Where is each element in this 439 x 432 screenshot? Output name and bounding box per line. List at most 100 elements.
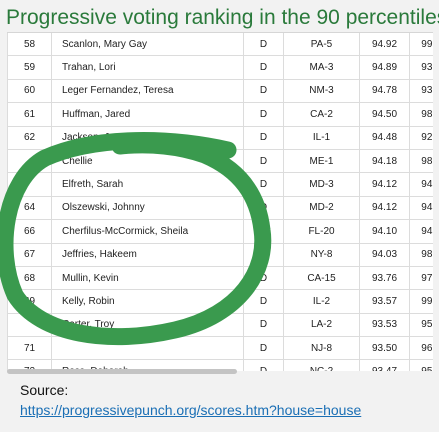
rank-cell: 60: [7, 79, 52, 104]
district-cell: NC-2: [283, 359, 360, 371]
district-cell: NY-8: [283, 243, 360, 267]
lifetime-score-cell: 93.0: [409, 79, 433, 104]
rank-cell: 69: [7, 289, 52, 314]
score-cell: 94.92: [359, 33, 410, 57]
name-cell: Elfreth, Sarah: [51, 172, 244, 197]
rank-cell: 66: [7, 219, 52, 244]
rank-cell: [7, 313, 52, 338]
party-cell: D: [243, 266, 284, 291]
rank-cell: 68: [7, 266, 52, 291]
party-cell: D: [243, 149, 284, 174]
district-cell: MD-3: [283, 172, 360, 197]
rank-cell: 71: [7, 336, 52, 361]
rank-cell: 62: [7, 126, 52, 150]
table-row: 66 Cherfilus-McCormick, Sheila D FL-20 94.10…: [7, 219, 433, 244]
lifetime-score-cell: 99.1: [409, 289, 433, 314]
rank-cell: 64: [7, 196, 52, 221]
name-cell: Chellie: [51, 149, 244, 174]
page-title: Progressive voting ranking in the 90 per…: [6, 6, 439, 29]
party-cell: D: [243, 79, 284, 104]
name-cell: Trahan, Lori: [51, 55, 244, 80]
party-cell: D: [243, 172, 284, 197]
score-cell: 94.48: [359, 126, 410, 150]
lifetime-score-cell: 97.2: [409, 266, 433, 291]
name-cell: Kelly, Robin: [51, 289, 244, 314]
score-cell: 94.89: [359, 55, 410, 80]
district-cell: IL-1: [283, 126, 360, 150]
district-cell: NM-3: [283, 79, 360, 104]
table-row: 72Ross, DeborahDNC-293.4795.8: [7, 359, 433, 371]
party-cell: D: [243, 336, 284, 361]
party-cell: D: [243, 219, 284, 244]
rank-cell: [7, 172, 52, 197]
rank-cell: [7, 149, 52, 174]
district-cell: LA-2: [283, 313, 360, 338]
name-cell: Huffman, Jared: [51, 102, 244, 127]
score-cell: 94.12: [359, 196, 410, 221]
lifetime-score-cell: 95.8: [409, 359, 433, 371]
lifetime-score-cell: 94.1: [409, 196, 433, 221]
score-cell: 93.50: [359, 336, 410, 361]
lifetime-score-cell: 99.1: [409, 33, 433, 57]
score-cell: 93.76: [359, 266, 410, 291]
score-cell: 94.10: [359, 219, 410, 244]
district-cell: FL-20: [283, 219, 360, 244]
source-link[interactable]: https://progressivepunch.org/scores.htm?…: [20, 402, 362, 418]
score-cell: 93.57: [359, 289, 410, 314]
name-cell: Jeffries, Hakeem: [51, 243, 244, 267]
lifetime-score-cell: 98.3: [409, 102, 433, 127]
name-cell: Jackson, J: [51, 126, 244, 150]
lifetime-score-cell: 96.6: [409, 336, 433, 361]
score-cell: 94.78: [359, 79, 410, 104]
district-cell: ME-1: [283, 149, 360, 174]
district-cell: NJ-8: [283, 336, 360, 361]
rank-cell: 61: [7, 102, 52, 127]
name-cell: [51, 336, 244, 361]
lifetime-score-cell: 93.1: [409, 55, 433, 80]
score-cell: 94.50: [359, 102, 410, 127]
party-cell: D: [243, 313, 284, 338]
party-cell: D: [243, 289, 284, 314]
district-cell: MA-3: [283, 55, 360, 80]
party-cell: D: [243, 55, 284, 80]
score-cell: 93.47: [359, 359, 410, 371]
rank-cell: 72: [7, 359, 52, 371]
rank-cell: 58: [7, 33, 52, 57]
party-cell: D: [243, 243, 284, 267]
lifetime-score-cell: 94.1: [409, 219, 433, 244]
source-label: Source:: [20, 382, 69, 398]
lifetime-score-cell: 94.1: [409, 172, 433, 197]
name-cell: Olszewski, Johnny: [51, 196, 244, 221]
party-cell: D: [243, 33, 284, 57]
lifetime-score-cell: 95.7: [409, 313, 433, 338]
party-cell: D: [243, 196, 284, 221]
score-cell: 94.12: [359, 172, 410, 197]
name-cell: Ross, Deborah: [51, 359, 244, 371]
district-cell: MD-2: [283, 196, 360, 221]
lifetime-score-cell: 98.2: [409, 149, 433, 174]
score-cell: 94.03: [359, 243, 410, 267]
name-cell: Cherfilus-McCormick, Sheila: [51, 219, 244, 244]
name-cell: Carter, Troy: [51, 313, 244, 338]
party-cell: D: [243, 359, 284, 371]
name-cell: Scanlon, Mary Gay: [51, 33, 244, 57]
party-cell: D: [243, 126, 284, 150]
lifetime-score-cell: 92.1: [409, 126, 433, 150]
horizontal-scrollbar[interactable]: [7, 369, 237, 374]
name-cell: Mullin, Kevin: [51, 266, 244, 291]
